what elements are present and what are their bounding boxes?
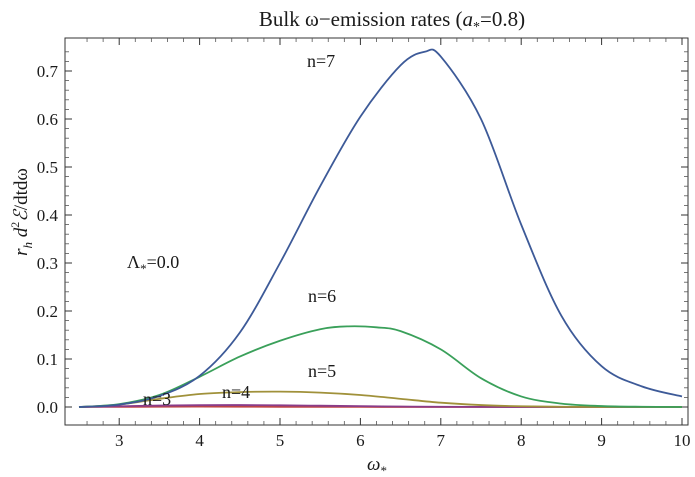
- x-tick-label: 5: [276, 431, 285, 450]
- y-axis-title: rh d2ℰ/dtdω: [8, 168, 35, 256]
- series-line-n4: [78, 404, 683, 408]
- x-tick-label: 9: [597, 431, 606, 450]
- annotation-n4: n=4: [222, 382, 250, 402]
- x-tick-label: 6: [356, 431, 365, 450]
- chart-title: Bulk ω−emission rates (a*=0.8): [259, 7, 525, 35]
- x-axis-ticks: 3 4 5 6 7 8 9 10: [86, 38, 691, 450]
- y-tick-label: 0.2: [37, 302, 58, 321]
- x-tick-label: 4: [195, 431, 204, 450]
- series-line-n5: [78, 390, 683, 408]
- x-tick-label: 8: [517, 431, 526, 450]
- x-tick-label: 10: [674, 431, 691, 450]
- x-tick-label: 7: [437, 431, 446, 450]
- plot-frame: [64, 37, 689, 426]
- y-tick-label: 0.0: [37, 398, 58, 417]
- x-axis-title: ω*: [367, 454, 387, 477]
- y-tick-label: 0.3: [37, 254, 58, 273]
- y-tick-label: 0.4: [37, 206, 59, 225]
- y-tick-label: 0.1: [37, 350, 58, 369]
- series-line-n7: [78, 48, 683, 408]
- y-tick-label: 0.6: [37, 110, 58, 129]
- y-axis-ticks: 0.0 0.1 0.2 0.3 0.4 0.5 0.6 0.7: [37, 51, 688, 417]
- series-layer: [78, 48, 683, 408]
- annotation-lambda: Λ*=0.0: [127, 252, 179, 276]
- x-tick-label: 3: [115, 431, 124, 450]
- annotation-n7: n=7: [307, 51, 335, 71]
- annotation-n3: n=3: [143, 389, 171, 409]
- annotation-n5: n=5: [308, 361, 336, 381]
- series-line-n6: [78, 325, 683, 408]
- annotation-n6: n=6: [308, 286, 336, 306]
- y-tick-label: 0.7: [37, 62, 59, 81]
- y-tick-label: 0.5: [37, 158, 58, 177]
